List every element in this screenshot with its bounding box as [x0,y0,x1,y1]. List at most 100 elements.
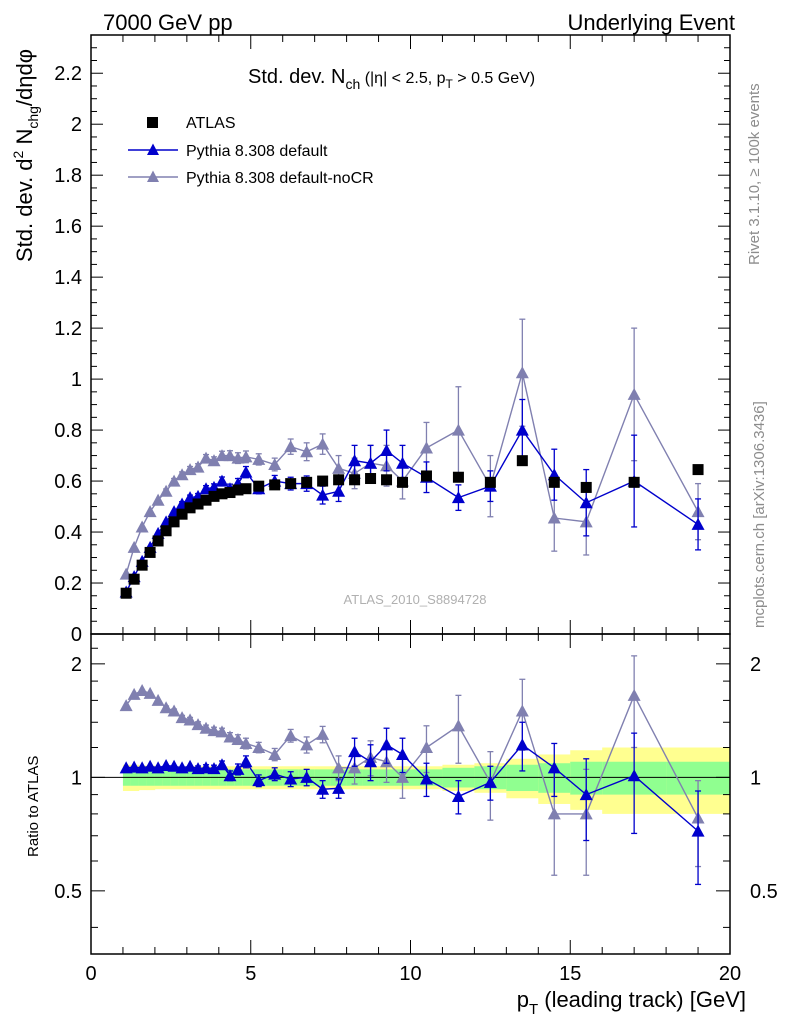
legend-label-pythia-nocr: Pythia 8.308 default-noCR [186,170,374,187]
data-point [284,440,298,453]
data-point [579,496,593,509]
ratio-data-point [380,738,394,751]
data-point [692,464,704,476]
ratio-series-0 [119,721,705,886]
x-axis-label: pT (leading track) [GeV] [517,987,746,1018]
data-point [268,457,282,471]
main-y-axis-label: Std. dev. d2 Nchg/dηdφ [10,49,41,262]
data-point [160,525,172,537]
rivet-version-note: Rivet 3.1.10, ≥ 100k events [746,83,763,265]
ratio-data-point [183,713,197,726]
data-point [332,461,346,474]
main-y-tick-label: 0 [71,624,82,646]
data-point [348,454,362,467]
data-point [224,487,236,499]
ratio-data-point [143,759,157,772]
ratio-data-point [348,745,362,758]
data-point [333,474,345,486]
data-point [396,456,410,469]
ratio-data-point [231,733,245,746]
legend-marker-pythia-default [147,143,159,155]
data-point [628,476,640,488]
ratio-y-axis-label: Ratio to ATLAS [25,756,42,857]
legend-label-pythia-default: Pythia 8.308 default [186,143,328,160]
legend-marker-atlas [147,117,158,128]
ratio-data-point [159,759,173,772]
ratio-series-line [126,743,699,832]
data-point [452,471,464,483]
ratio-data-point [483,775,497,788]
ratio-data-point [268,747,282,760]
ratio-data-point [231,762,245,775]
data-point [349,474,361,486]
data-point [175,468,189,481]
ratio-data-point [159,701,173,714]
x-tick-label: 20 [719,963,741,985]
ratio-data-point [284,772,298,785]
ratio-data-point [300,770,314,783]
ratio-data-point [396,747,410,760]
main-y-tick-label: 1.4 [54,267,82,289]
ratio-data-point [167,704,181,717]
main-y-tick-label: 2 [71,114,82,136]
ratio-data-point [332,761,346,774]
series-0 [120,455,704,599]
main-chart-title: Std. dev. Nch (|η| < 2.5, pT > 0.5 GeV) [248,66,535,92]
data-point [317,475,329,487]
x-tick-label: 10 [399,963,421,985]
data-point [151,493,165,506]
data-point [301,476,313,488]
data-point [168,516,180,528]
data-point [184,502,196,514]
data-point [128,573,140,585]
data-point [159,484,173,497]
data-point [691,517,705,530]
ratio-data-point [127,760,141,773]
ratio-data-point [151,693,165,706]
data-point [135,520,149,533]
ratio-panel: 0.5 0.5 1 1 2 2 0 5 10 15 20 Ratio to ATLAS pT (l… [25,633,778,1018]
analysis-category-label: Underlying Event [567,10,735,35]
ratio-data-point [223,769,237,782]
ratio-y-tick-label-left: 0.5 [54,881,82,903]
data-point [252,452,266,465]
ratio-data-point [239,736,253,749]
ratio-data-point [207,762,221,775]
ratio-data-point [207,724,221,737]
ratio-data-point [300,738,314,751]
main-y-tick-label: 0.2 [54,573,82,595]
data-point [200,494,212,506]
data-point [515,366,529,379]
data-point [300,445,314,458]
ratio-data-point [127,687,141,700]
data-point [451,423,465,436]
ratio-data-point [252,740,266,754]
ratio-data-point [183,759,197,772]
data-point [215,474,229,487]
data-point [223,449,237,462]
data-point [136,559,148,571]
ratio-data-point [348,761,362,774]
data-point [419,441,433,454]
data-point [152,535,164,547]
ratio-y-tick-label-right: 1 [750,767,761,789]
data-point [199,451,213,464]
data-point [484,476,496,488]
series-2 [119,318,705,580]
data-point [176,508,188,520]
ratio-data-point [316,782,330,795]
ratio-data-point [364,755,378,768]
legend-entry-atlas: ATLAS [147,115,236,132]
data-point [397,476,409,488]
ratio-data-point [252,774,266,787]
main-y-tick-label: 1.2 [54,318,82,340]
data-point [285,478,297,490]
ratio-data-point [167,759,181,772]
ratio-data-point [268,767,282,780]
data-point [627,387,641,400]
ratio-data-point [547,761,561,774]
ratio-data-point [691,824,705,837]
series-line [125,372,699,575]
x-tick-label: 0 [85,963,96,985]
data-point [451,491,465,504]
